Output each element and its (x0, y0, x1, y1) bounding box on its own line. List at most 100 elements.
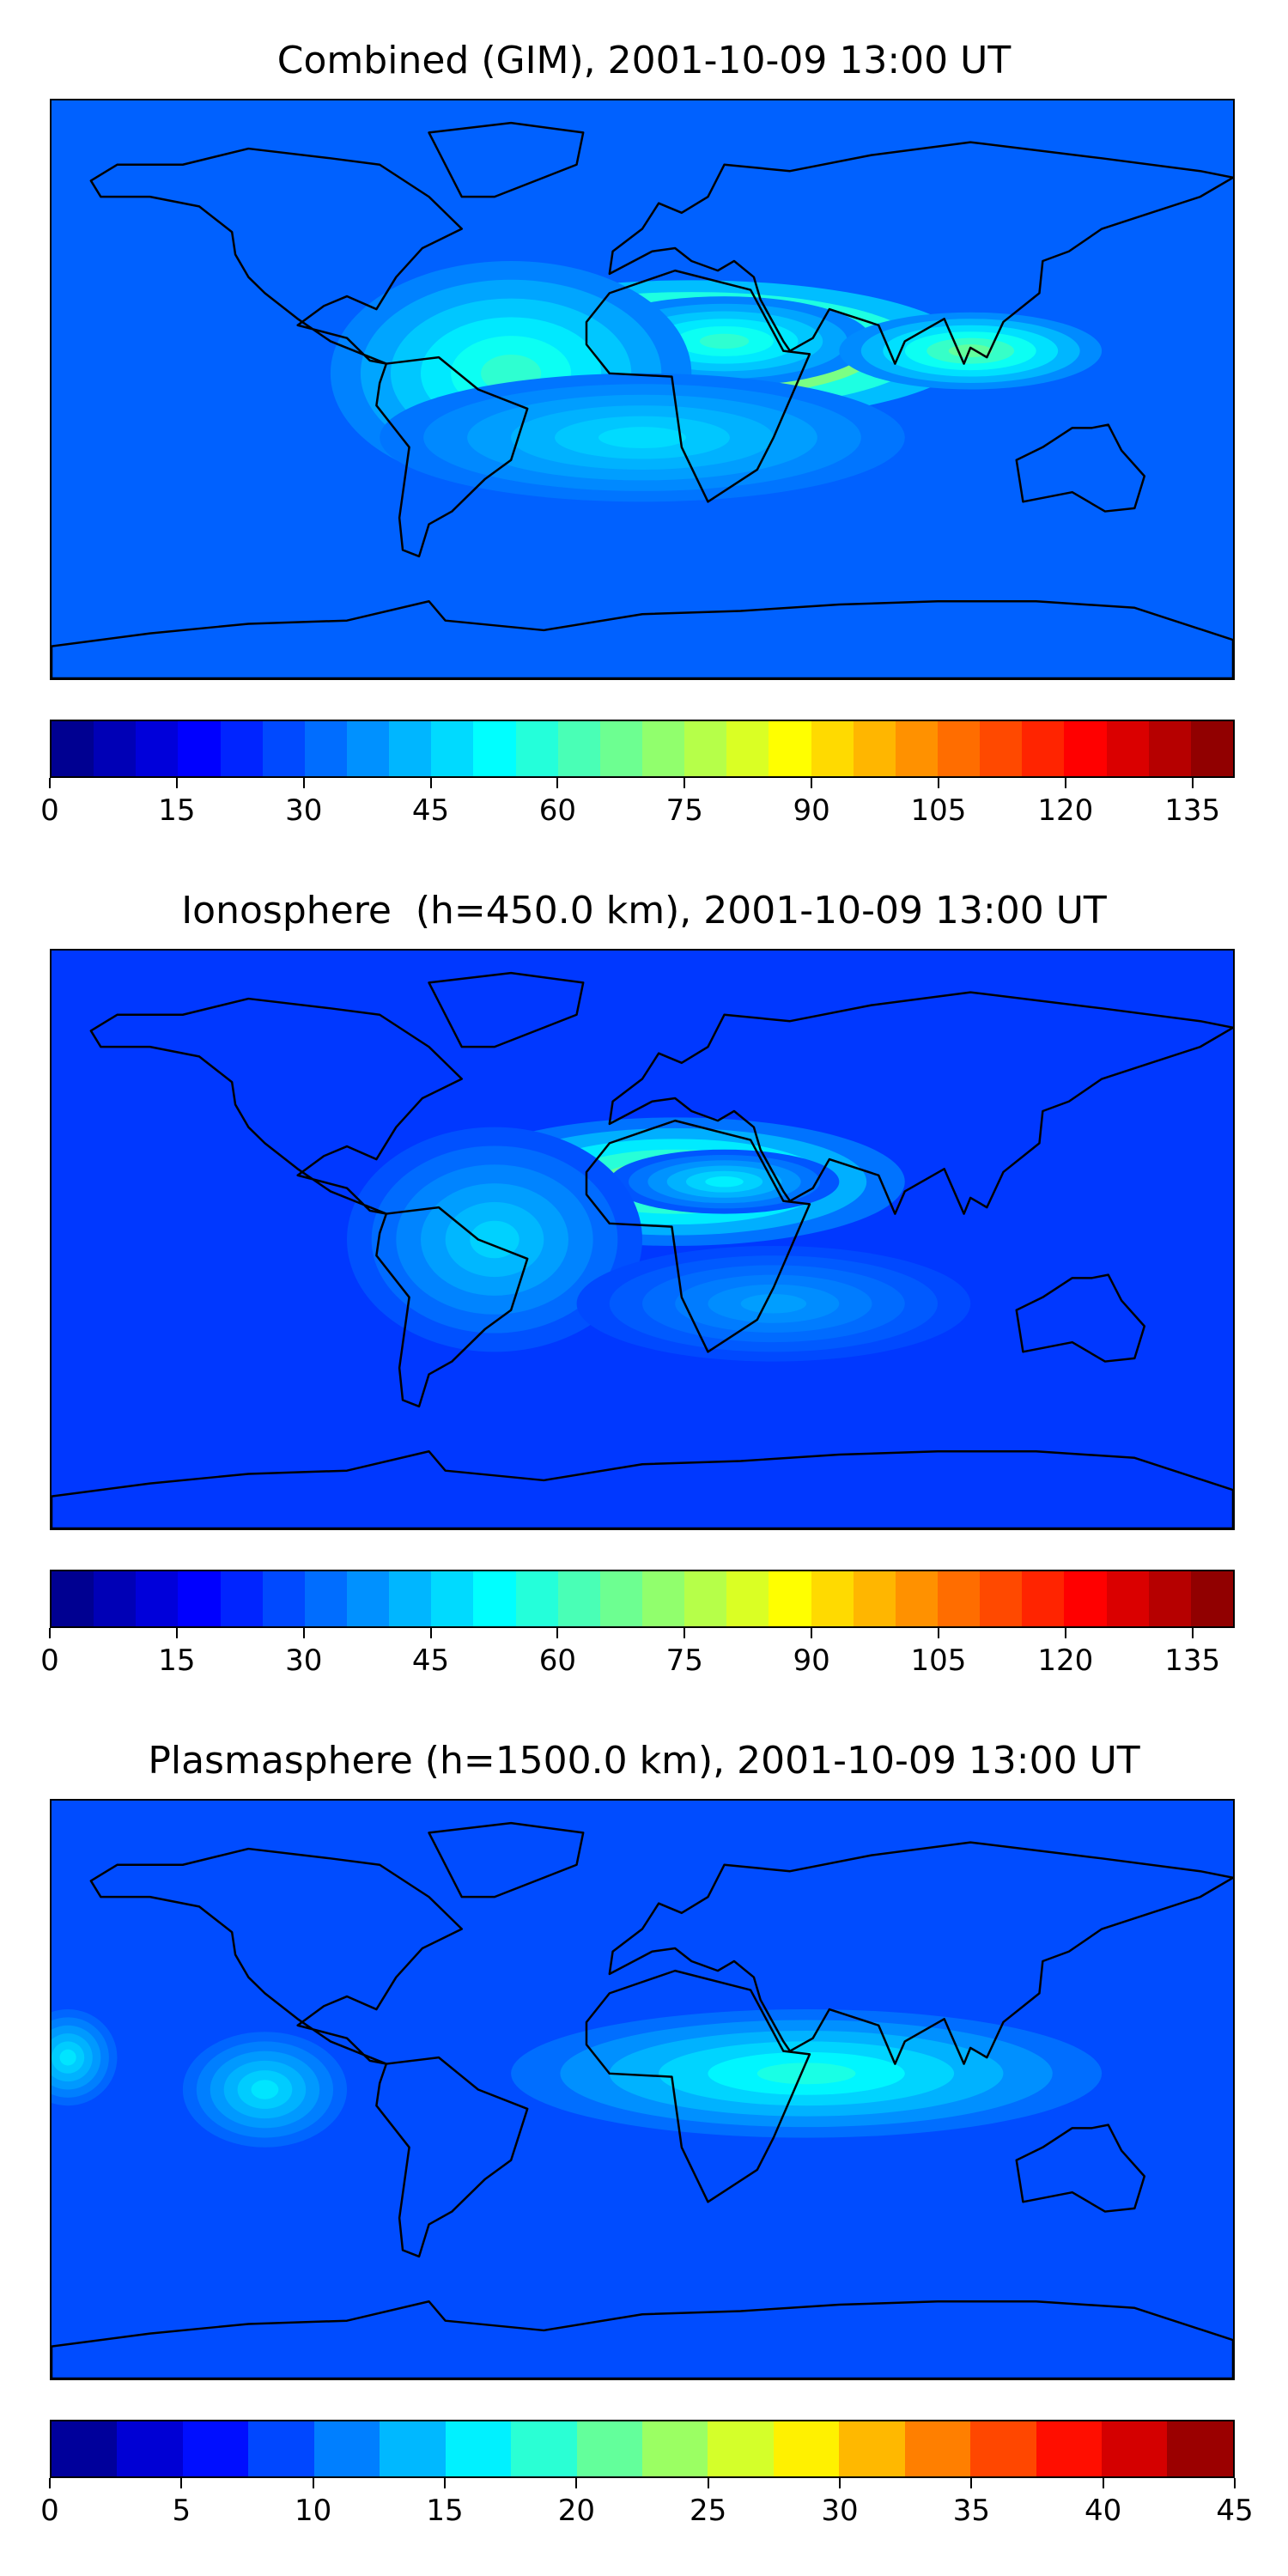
coastline-south-america (375, 355, 529, 558)
panel-title-combined: Combined (GIM), 2001-10-09 13:00 UT (276, 39, 1012, 82)
map-combined (50, 99, 1235, 680)
colorbar-level (346, 1571, 390, 1626)
colorbar-level (431, 721, 474, 776)
colorbar-level (515, 721, 558, 776)
colorbar-level (1106, 721, 1149, 776)
colorbar-level (895, 1571, 938, 1626)
colorbar-tick-label: 15 (158, 1643, 196, 1678)
colorbar-level (773, 2421, 840, 2476)
colorbar-level (1148, 721, 1191, 776)
colorbar-level (937, 1571, 981, 1626)
colorbar-plasmasphere (50, 2420, 1235, 2478)
colorbar-tick (556, 1628, 559, 1638)
colorbar-level (380, 2421, 446, 2476)
colorbar-level (684, 721, 727, 776)
colorbar-tick (556, 778, 559, 788)
colorbar-level (708, 2421, 774, 2476)
colorbar-tick-label: 120 (1037, 1643, 1094, 1678)
colorbar-level (248, 2421, 314, 2476)
colorbar-level (445, 2421, 512, 2476)
colorbar-level (811, 1571, 854, 1626)
colorbar-tick (1064, 1628, 1066, 1638)
coastline-europe-asia (608, 141, 1233, 365)
colorbar-tick-label: 105 (910, 793, 967, 828)
colorbar-level (1064, 1571, 1107, 1626)
coastline-australia (1015, 423, 1146, 513)
coastline-north-america (89, 997, 464, 1215)
colorbar-level (262, 721, 305, 776)
colorbar-tick (302, 1628, 305, 1638)
colorbar-tick-label: 75 (665, 793, 703, 828)
colorbar-level (94, 721, 137, 776)
coastline-antarctica (52, 1449, 1233, 1528)
colorbar-tick-label: 25 (690, 2494, 727, 2528)
colorbar-tick (1191, 778, 1194, 788)
colorbar-tick (312, 2478, 314, 2488)
tec-contour-region (756, 2063, 856, 2085)
colorbar-level (641, 721, 685, 776)
colorbar-level (980, 1571, 1023, 1626)
colorbar-tick-label: 105 (910, 1643, 967, 1678)
colorbar-level (262, 1571, 305, 1626)
tec-contour-region (251, 2080, 279, 2099)
colorbar-tick-label: 135 (1164, 793, 1221, 828)
colorbar-tick (175, 778, 178, 788)
tec-contour-region (470, 1220, 519, 1259)
colorbar-level (641, 2421, 708, 2476)
colorbar-tick-label: 15 (158, 793, 196, 828)
colorbar-level (136, 1571, 179, 1626)
coastline-greenland (428, 1821, 585, 1899)
colorbar-level (52, 2421, 118, 2476)
map-ionosphere (50, 949, 1235, 1530)
colorbar-tick-label: 30 (285, 793, 323, 828)
colorbar-tick (429, 778, 432, 788)
colorbar-tick (49, 778, 51, 788)
coastline-australia (1015, 2123, 1146, 2213)
colorbar-level (641, 1571, 685, 1626)
colorbar-tick (429, 1628, 432, 1638)
colorbar-tick-label: 0 (40, 1643, 59, 1678)
colorbar-tick (444, 2478, 446, 2488)
colorbar-tick-label: 30 (285, 1643, 323, 1678)
colorbar-level (904, 2421, 971, 2476)
colorbar-level (1106, 1571, 1149, 1626)
colorbar-level (182, 2421, 249, 2476)
colorbar-tick-label: 40 (1084, 2494, 1122, 2528)
panel-title-plasmasphere: Plasmasphere (h=1500.0 km), 2001-10-09 1… (148, 1739, 1140, 1783)
colorbar-tick-label: 30 (821, 2494, 859, 2528)
colorbar-level (1190, 721, 1233, 776)
colorbar-level (853, 721, 896, 776)
colorbar-tick-label: 15 (426, 2494, 464, 2528)
colorbar-level (52, 721, 94, 776)
colorbar-level (220, 1571, 263, 1626)
colorbar-tick (1191, 1628, 1194, 1638)
colorbar-level (117, 2421, 183, 2476)
coastline-africa (585, 269, 811, 503)
colorbar-tick (180, 2478, 183, 2488)
colorbar-level (220, 721, 263, 776)
colorbar-tick-label: 135 (1164, 1643, 1221, 1678)
colorbar-level (1022, 1571, 1065, 1626)
colorbar-tick-label: 10 (295, 2494, 332, 2528)
colorbar-level (895, 721, 938, 776)
colorbar-level (1022, 721, 1065, 776)
colorbar-tick-label: 45 (411, 793, 450, 828)
coastline-europe-asia (608, 1841, 1233, 2065)
colorbar-tick-label: 60 (538, 1643, 577, 1678)
colorbar-level (726, 721, 769, 776)
colorbar-tick (575, 2478, 578, 2488)
coastline-antarctica (52, 599, 1233, 678)
tec-contour-region (740, 1294, 807, 1314)
colorbar-level (346, 721, 390, 776)
colorbar-combined (50, 720, 1235, 778)
colorbar-level (684, 1571, 727, 1626)
colorbar-tick-label: 75 (665, 1643, 703, 1678)
coastline-greenland (428, 121, 585, 198)
colorbar-level (1167, 2421, 1233, 2476)
coastline-north-america (89, 147, 464, 365)
colorbar-level (769, 1571, 811, 1626)
tec-contour-region (598, 427, 686, 449)
coastline-africa (585, 1969, 811, 2203)
colorbar-tick (683, 1628, 686, 1638)
colorbar-tick (970, 2478, 973, 2488)
